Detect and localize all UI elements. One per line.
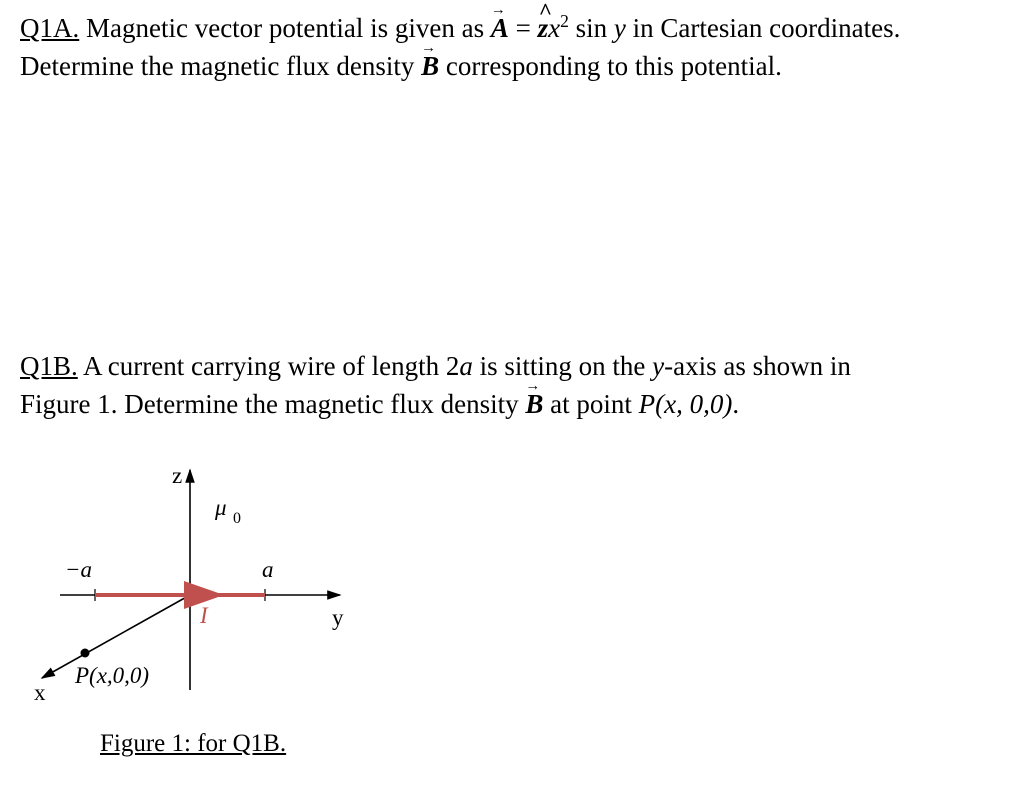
svg-text:μ: μ xyxy=(214,495,227,520)
q1b-line1-pre: A current carrying wire of length xyxy=(78,351,446,381)
vector-B-1: B xyxy=(421,48,439,84)
page: Q1A. Magnetic vector potential is given … xyxy=(0,0,1024,799)
q1a-line2-post: corresponding to this potential. xyxy=(439,51,782,81)
q1b-line1: Q1B. A current carrying wire of length 2… xyxy=(20,348,1004,384)
q1b-line2: Figure 1. Determine the magnetic flux de… xyxy=(20,386,1004,422)
y-axis-var: y xyxy=(652,351,664,381)
q1b-label: Q1B. xyxy=(20,351,78,381)
q1b-line1-post: -axis as shown in xyxy=(664,351,851,381)
q1b-line1-mid: is sitting on the xyxy=(473,351,652,381)
svg-text:z: z xyxy=(172,463,182,488)
point-P: P(x, 0,0) xyxy=(639,389,733,419)
svg-text:y: y xyxy=(332,605,344,630)
figure-caption: Figure 1: for Q1B. xyxy=(100,730,286,758)
y-var: y xyxy=(614,13,626,43)
q1a-line2: Determine the magnetic flux density B co… xyxy=(20,48,1004,84)
q1a-eq-mid: = xyxy=(509,13,538,43)
q1a-label: Q1A. xyxy=(20,13,79,43)
svg-text:I: I xyxy=(199,603,209,628)
svg-text:0: 0 xyxy=(233,510,241,527)
q1b-line2-mid: at point xyxy=(543,389,638,419)
q1a-line2-pre: Determine the magnetic flux density xyxy=(20,51,421,81)
exp-2: 2 xyxy=(560,11,569,31)
svg-text:a: a xyxy=(262,557,274,582)
svg-text:−a: −a xyxy=(65,557,92,582)
figure-1: z y x μ0 −a a I P(x,0,0) Figure 1: for Q1B. xyxy=(20,460,380,770)
vector-A: A xyxy=(491,10,509,46)
sin-text: sin xyxy=(569,13,614,43)
length-2a: 2a xyxy=(446,351,473,381)
svg-text:x: x xyxy=(34,680,46,705)
vector-B-2: B xyxy=(525,386,543,422)
svg-text:P(x,0,0): P(x,0,0) xyxy=(74,663,149,688)
q1a-line1-post: in Cartesian coordinates. xyxy=(626,13,900,43)
q1b-line2-pre: Figure 1. Determine the magnetic flux de… xyxy=(20,389,525,419)
q1a-line1: Q1A. Magnetic vector potential is given … xyxy=(20,10,1004,46)
q1b-line2-post: . xyxy=(732,389,739,419)
figure-svg: z y x μ0 −a a I P(x,0,0) xyxy=(20,460,380,710)
z-hat: z xyxy=(538,10,549,46)
